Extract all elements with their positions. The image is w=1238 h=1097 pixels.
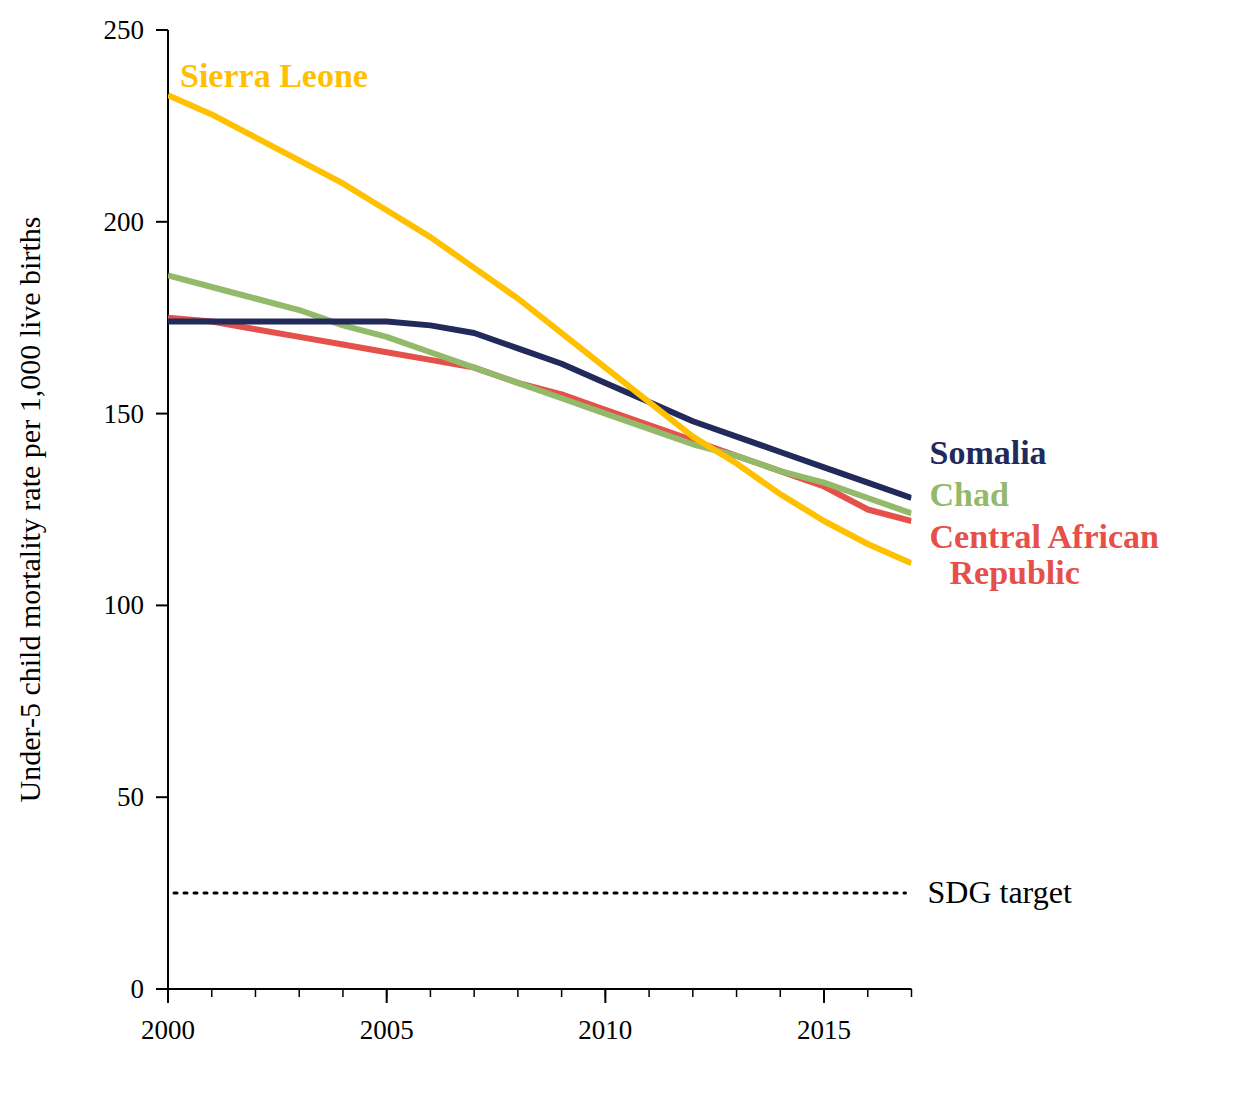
y-tick (156, 413, 168, 415)
x-minor-tick (342, 989, 344, 997)
y-tick (156, 796, 168, 798)
x-minor-tick (911, 989, 913, 997)
y-axis-label: Under-5 child mortality rate per 1,000 l… (13, 217, 46, 803)
x-tick-label: 2010 (578, 1015, 632, 1045)
y-tick-label: 250 (104, 15, 145, 45)
y-tick-label: 100 (104, 590, 145, 620)
series-label: Central AfricanRepublic (930, 518, 1160, 591)
x-tick-label: 2005 (360, 1015, 414, 1045)
y-tick-label: 0 (131, 974, 145, 1004)
x-minor-tick (736, 989, 738, 997)
x-minor-tick (211, 989, 213, 997)
x-minor-tick (648, 989, 650, 997)
series-label: Sierra Leone (180, 57, 368, 94)
x-minor-tick (298, 989, 300, 997)
x-minor-tick (867, 989, 869, 997)
x-tick (386, 989, 388, 1003)
series-label: Somalia (930, 434, 1047, 471)
plot-area (168, 95, 912, 893)
y-tick-label: 150 (104, 399, 145, 429)
reference-line (174, 892, 906, 895)
y-tick-label: 200 (104, 207, 145, 237)
x-tick-label: 2015 (797, 1015, 851, 1045)
x-axis (168, 988, 912, 990)
series-label-line: Chad (930, 476, 1009, 513)
x-tick (167, 989, 169, 1003)
chart: 0 50 100 150 200 250 2000 2005 2010 2015 Under-5 c… (0, 0, 1238, 1097)
series-line (168, 95, 912, 563)
y-axis (167, 30, 169, 989)
series-label-line: Republic (950, 554, 1080, 591)
series-label: Chad (930, 476, 1009, 513)
annotation: SDG target (928, 874, 1072, 910)
x-minor-tick (517, 989, 519, 997)
x-tick (604, 989, 606, 1003)
x-minor-tick (430, 989, 432, 997)
y-tick-label: 50 (117, 782, 144, 812)
x-minor-tick (255, 989, 257, 997)
x-tick (823, 989, 825, 1003)
x-minor-tick (692, 989, 694, 997)
x-minor-tick (780, 989, 782, 997)
y-tick (156, 988, 168, 990)
series-line (168, 276, 912, 514)
x-minor-tick (561, 989, 563, 997)
series-line (168, 322, 912, 498)
y-tick (156, 221, 168, 223)
series-label-line: Somalia (930, 434, 1047, 471)
y-tick (156, 29, 168, 31)
x-tick-label: 2000 (141, 1015, 195, 1045)
series-line (168, 318, 912, 521)
y-tick (156, 604, 168, 606)
x-minor-tick (473, 989, 475, 997)
series-label-line: Central African (930, 518, 1160, 555)
